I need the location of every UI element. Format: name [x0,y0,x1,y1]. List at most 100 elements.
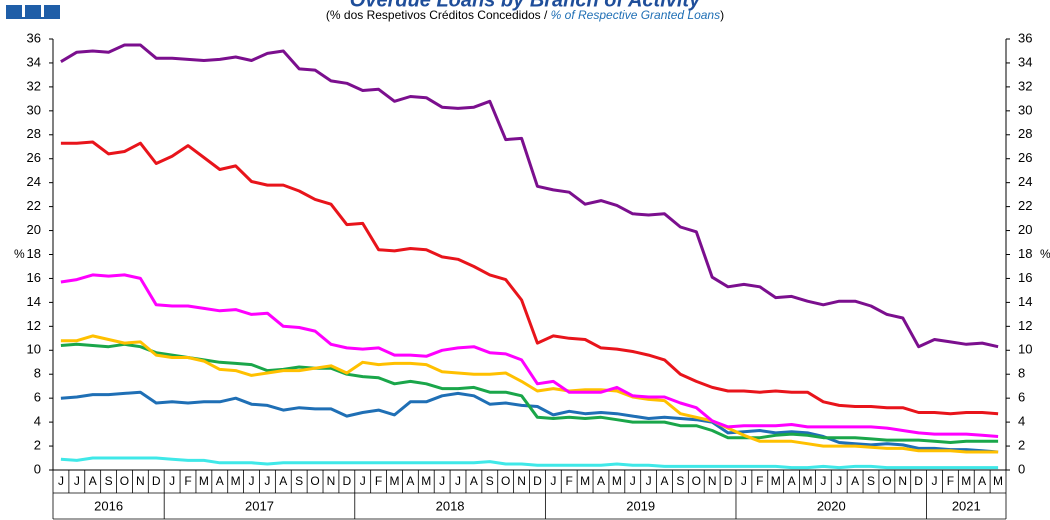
year-label: 2016 [94,498,123,513]
y-tick-label: 4 [34,414,41,429]
year-label: 2021 [952,498,981,513]
x-tick-label: S [676,474,684,488]
y2-tick-label: 10 [1018,342,1032,357]
x-tick-label: O [882,474,891,488]
x-tick-label: A [216,474,224,488]
y-axis-label: % [14,247,25,261]
x-tick-label: A [597,474,605,488]
y2-tick-label: 32 [1018,78,1032,93]
y2-tick-label: 22 [1018,198,1032,213]
x-tick-label: J [630,474,636,488]
x-tick-label: J [820,474,826,488]
series-line [60,390,999,454]
chart-title: Overdue Loans by Branch of Activity [350,0,701,11]
x-tick-label: D [724,474,733,488]
logo [6,5,60,19]
series-line [60,273,999,438]
series-line [60,334,999,454]
subtitle-end: ) [720,8,724,22]
x-tick-label: M [993,474,1003,488]
y2-tick-label: 30 [1018,102,1032,117]
x-tick-label: N [517,474,526,488]
y-tick-label: 14 [27,294,41,309]
y-tick-label: 36 [27,30,41,45]
y2-tick-label: 12 [1018,318,1032,333]
y2-tick-label: 0 [1018,461,1025,476]
x-tick-label: A [406,474,414,488]
y2-tick-label: 20 [1018,222,1032,237]
x-tick-label: J [249,474,255,488]
y-tick-label: 8 [34,366,41,381]
subtitle-pt: (% dos Respetivos Créditos Concedidos / [326,8,551,22]
x-tick-label: J [58,474,64,488]
x-tick-label: D [533,474,542,488]
y-tick-label: 18 [27,246,41,261]
y-tick-label: 6 [34,390,41,405]
x-tick-label: F [375,474,382,488]
x-tick-label: A [978,474,986,488]
x-tick-label: A [89,474,97,488]
x-tick-label: J [932,474,938,488]
x-tick-label: O [501,474,510,488]
x-tick-label: A [851,474,859,488]
x-tick-label: S [867,474,875,488]
year-label: 2017 [245,498,274,513]
y2-tick-label: 16 [1018,270,1032,285]
x-tick-label: J [360,474,366,488]
y-tick-label: 20 [27,222,41,237]
x-tick-label: S [295,474,303,488]
y-tick-label: 22 [27,198,41,213]
year-label: 2020 [817,498,846,513]
x-tick-label: O [310,474,319,488]
series-line [60,342,999,444]
series-line [60,140,999,416]
y-tick-label: 34 [27,54,41,69]
x-tick-label: M [231,474,241,488]
x-tick-label: J [74,474,80,488]
y-tick-label: 0 [34,461,41,476]
x-tick-label: M [961,474,971,488]
x-tick-label: J [836,474,842,488]
y-tick-label: 32 [27,78,41,93]
y2-tick-label: 8 [1018,366,1025,381]
x-tick-label: F [566,474,573,488]
x-tick-label: S [105,474,113,488]
chart-subtitle: (% dos Respetivos Créditos Concedidos / … [326,8,724,22]
x-tick-label: M [771,474,781,488]
y2-tick-label: 34 [1018,54,1032,69]
y-tick-label: 16 [27,270,41,285]
x-tick-label: J [550,474,556,488]
x-tick-label: M [421,474,431,488]
year-label: 2019 [626,498,655,513]
y2-tick-label: 26 [1018,150,1032,165]
x-tick-label: F [756,474,763,488]
y2-tick-label: 36 [1018,30,1032,45]
x-tick-label: M [802,474,812,488]
x-tick-label: J [741,474,747,488]
y-tick-label: 2 [34,437,41,452]
y-tick-label: 24 [27,174,41,189]
y2-tick-label: 4 [1018,414,1025,429]
y2-tick-label: 2 [1018,437,1025,452]
y2-tick-label: 28 [1018,126,1032,141]
x-tick-label: M [199,474,209,488]
y-tick-label: 10 [27,342,41,357]
x-tick-label: A [279,474,287,488]
y-tick-label: 30 [27,102,41,117]
x-tick-label: J [439,474,445,488]
y2-tick-label: 6 [1018,390,1025,405]
x-tick-label: M [580,474,590,488]
series-line [60,456,999,470]
subtitle-en: % of Respective Granted Loans [551,8,720,22]
x-tick-label: D [343,474,352,488]
x-tick-label: J [455,474,461,488]
x-tick-label: J [169,474,175,488]
y2-axis-label: % [1040,247,1050,261]
x-tick-label: N [708,474,717,488]
x-tick-label: N [136,474,145,488]
x-tick-label: O [692,474,701,488]
x-tick-label: A [661,474,669,488]
x-tick-label: F [947,474,954,488]
x-tick-label: J [646,474,652,488]
